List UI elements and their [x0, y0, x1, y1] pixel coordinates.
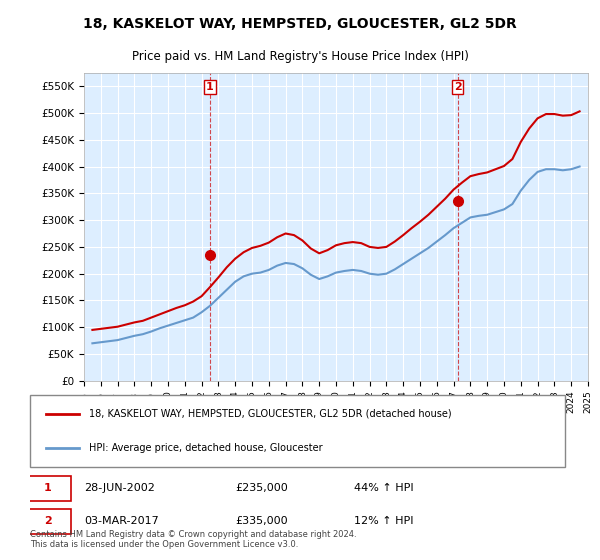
FancyBboxPatch shape [25, 476, 71, 501]
Text: 28-JUN-2002: 28-JUN-2002 [84, 483, 155, 493]
Text: 03-MAR-2017: 03-MAR-2017 [84, 516, 159, 526]
Text: £235,000: £235,000 [235, 483, 288, 493]
Text: Contains HM Land Registry data © Crown copyright and database right 2024.
This d: Contains HM Land Registry data © Crown c… [30, 530, 356, 549]
Text: Price paid vs. HM Land Registry's House Price Index (HPI): Price paid vs. HM Land Registry's House … [131, 50, 469, 63]
FancyBboxPatch shape [25, 509, 71, 534]
Text: HPI: Average price, detached house, Gloucester: HPI: Average price, detached house, Glou… [89, 444, 323, 454]
Text: 44% ↑ HPI: 44% ↑ HPI [354, 483, 413, 493]
Text: 2: 2 [44, 516, 52, 526]
Text: 12% ↑ HPI: 12% ↑ HPI [354, 516, 413, 526]
Text: 18, KASKELOT WAY, HEMPSTED, GLOUCESTER, GL2 5DR: 18, KASKELOT WAY, HEMPSTED, GLOUCESTER, … [83, 17, 517, 31]
Text: 2: 2 [454, 82, 461, 92]
Text: 18, KASKELOT WAY, HEMPSTED, GLOUCESTER, GL2 5DR (detached house): 18, KASKELOT WAY, HEMPSTED, GLOUCESTER, … [89, 409, 452, 419]
Text: 1: 1 [206, 82, 214, 92]
Text: £335,000: £335,000 [235, 516, 288, 526]
Text: 1: 1 [44, 483, 52, 493]
FancyBboxPatch shape [30, 395, 565, 467]
